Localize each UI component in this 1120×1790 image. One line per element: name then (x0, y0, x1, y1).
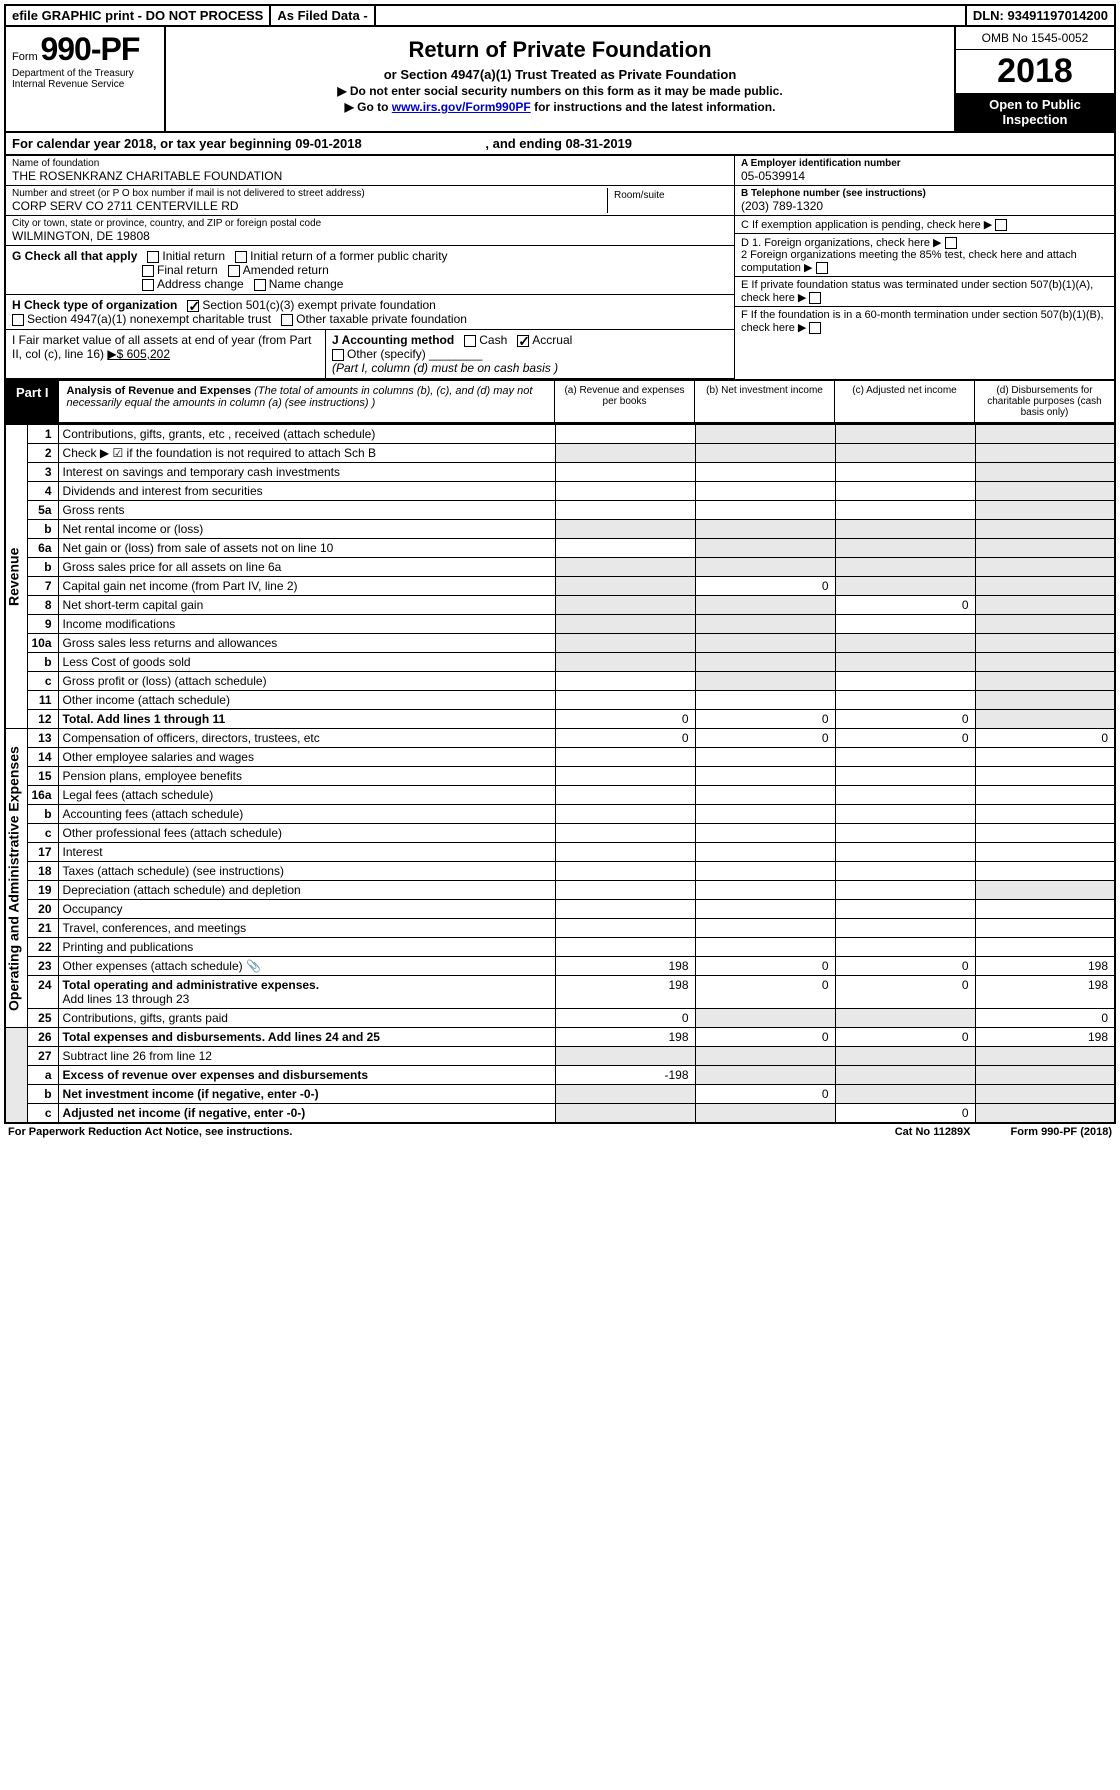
table-row: 26Total expenses and disbursements. Add … (5, 1028, 1115, 1047)
checkbox-other-taxable[interactable] (281, 314, 293, 326)
top-bar: efile GRAPHIC print - DO NOT PROCESS As … (4, 4, 1116, 27)
checkbox-final-return[interactable] (142, 265, 154, 277)
table-row: 16aLegal fees (attach schedule) (5, 786, 1115, 805)
section-f: F If the foundation is in a 60-month ter… (735, 307, 1114, 336)
table-row: 18Taxes (attach schedule) (see instructi… (5, 862, 1115, 881)
section-g: G Check all that apply Initial return In… (6, 246, 734, 295)
irs-link[interactable]: www.irs.gov/Form990PF (392, 100, 531, 114)
table-row: 27Subtract line 26 from line 12 (5, 1047, 1115, 1066)
table-row: Revenue 1 Contributions, gifts, grants, … (5, 425, 1115, 444)
info-block: Name of foundation THE ROSENKRANZ CHARIT… (4, 156, 1116, 381)
table-row: 23Other expenses (attach schedule) 📎1980… (5, 957, 1115, 976)
table-row: 12Total. Add lines 1 through 11000 (5, 710, 1115, 729)
checkbox-accrual[interactable] (517, 335, 529, 347)
table-row: bAccounting fees (attach schedule) (5, 805, 1115, 824)
efile-notice: efile GRAPHIC print - DO NOT PROCESS (6, 6, 271, 25)
omb-number: OMB No 1545-0052 (956, 27, 1114, 50)
table-row: 2Check ▶ ☑ if the foundation is not requ… (5, 444, 1115, 463)
ein-cell: A Employer identification number 05-0539… (735, 156, 1114, 186)
revenue-sidebar: Revenue (5, 425, 27, 729)
table-row: 9Income modifications (5, 615, 1115, 634)
checkbox-initial-former[interactable] (235, 251, 247, 263)
table-row: 17Interest (5, 843, 1115, 862)
checkbox-85pct[interactable] (816, 262, 828, 274)
table-row: cGross profit or (loss) (attach schedule… (5, 672, 1115, 691)
checkbox-foreign-org[interactable] (945, 237, 957, 249)
address-cell: Number and street (or P O box number if … (6, 186, 734, 216)
table-row: 8Net short-term capital gain0 (5, 596, 1115, 615)
table-row: bGross sales price for all assets on lin… (5, 558, 1115, 577)
phone-cell: B Telephone number (see instructions) (2… (735, 186, 1114, 216)
table-row: 22Printing and publications (5, 938, 1115, 957)
table-row: 15Pension plans, employee benefits (5, 767, 1115, 786)
form-title-block: Return of Private Foundation or Section … (166, 27, 954, 131)
calendar-year-row: For calendar year 2018, or tax year begi… (4, 133, 1116, 156)
table-row: 20Occupancy (5, 900, 1115, 919)
table-row: bNet rental income or (loss) (5, 520, 1115, 539)
table-row: 10aGross sales less returns and allowanc… (5, 634, 1115, 653)
checkbox-other-method[interactable] (332, 349, 344, 361)
form-header: Form 990-PF Department of the Treasury I… (4, 27, 1116, 133)
section-i: I Fair market value of all assets at end… (6, 330, 326, 378)
table-row: 4Dividends and interest from securities (5, 482, 1115, 501)
checkbox-501c3[interactable] (187, 300, 199, 312)
foundation-name-cell: Name of foundation THE ROSENKRANZ CHARIT… (6, 156, 734, 186)
section-d: D 1. Foreign organizations, check here ▶… (735, 234, 1114, 277)
table-row: 3Interest on savings and temporary cash … (5, 463, 1115, 482)
checkbox-507b1b[interactable] (809, 322, 821, 334)
checkbox-cash[interactable] (464, 335, 476, 347)
part1-header: Part I Analysis of Revenue and Expenses … (4, 381, 1116, 424)
dln: DLN: 93491197014200 (967, 6, 1114, 25)
table-row: bNet investment income (if negative, ent… (5, 1085, 1115, 1104)
col-c-header: (c) Adjusted net income (834, 381, 974, 422)
table-row: 25Contributions, gifts, grants paid00 (5, 1009, 1115, 1028)
section-h: H Check type of organization Section 501… (6, 295, 734, 330)
table-row: 24Total operating and administrative exp… (5, 976, 1115, 1009)
section-c: C If exemption application is pending, c… (735, 216, 1114, 234)
section-e: E If private foundation status was termi… (735, 277, 1114, 307)
col-b-header: (b) Net investment income (694, 381, 834, 422)
col-d-header: (d) Disbursements for charitable purpose… (974, 381, 1114, 422)
footer: For Paperwork Reduction Act Notice, see … (4, 1124, 1116, 1140)
open-to-public: Open to Public Inspection (956, 93, 1114, 131)
col-a-header: (a) Revenue and expenses per books (554, 381, 694, 422)
checkbox-507b1a[interactable] (809, 292, 821, 304)
attachment-icon[interactable]: 📎 (246, 959, 261, 973)
checkbox-name-change[interactable] (254, 279, 266, 291)
table-row: 5aGross rents (5, 501, 1115, 520)
table-row: aExcess of revenue over expenses and dis… (5, 1066, 1115, 1085)
section-j: J Accounting method Cash Accrual Other (… (326, 330, 734, 378)
table-row: 21Travel, conferences, and meetings (5, 919, 1115, 938)
table-row: 6aNet gain or (loss) from sale of assets… (5, 539, 1115, 558)
checkbox-amended[interactable] (228, 265, 240, 277)
expenses-sidebar: Operating and Administrative Expenses (5, 729, 27, 1028)
part1-table: Revenue 1 Contributions, gifts, grants, … (4, 424, 1116, 1124)
tax-year: 2018 (956, 50, 1114, 93)
header-right: OMB No 1545-0052 2018 Open to Public Ins… (954, 27, 1114, 131)
table-row: bLess Cost of goods sold (5, 653, 1115, 672)
city-cell: City or town, state or province, country… (6, 216, 734, 246)
table-row: Operating and Administrative Expenses 13… (5, 729, 1115, 748)
table-row: cAdjusted net income (if negative, enter… (5, 1104, 1115, 1124)
form-title: Return of Private Foundation (176, 37, 944, 63)
table-row: cOther professional fees (attach schedul… (5, 824, 1115, 843)
table-row: 14Other employee salaries and wages (5, 748, 1115, 767)
form-id-block: Form 990-PF Department of the Treasury I… (6, 27, 166, 131)
table-row: 7Capital gain net income (from Part IV, … (5, 577, 1115, 596)
checkbox-address-change[interactable] (142, 279, 154, 291)
as-filed: As Filed Data - (271, 6, 375, 25)
checkbox-initial-return[interactable] (147, 251, 159, 263)
checkbox-exemption-pending[interactable] (995, 219, 1007, 231)
table-row: 19Depreciation (attach schedule) and dep… (5, 881, 1115, 900)
checkbox-4947a1[interactable] (12, 314, 24, 326)
table-row: 11Other income (attach schedule) (5, 691, 1115, 710)
